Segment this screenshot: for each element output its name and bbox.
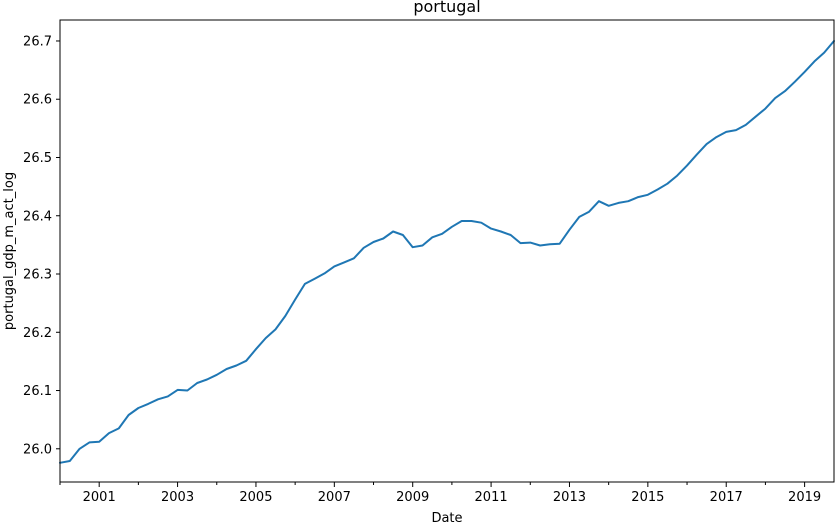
y-tick-label: 26.7 bbox=[23, 34, 52, 49]
x-tick-label: 2005 bbox=[239, 490, 272, 505]
x-axis-ticks: 2001 2003 2005 2007 2009 2011 2013 2015 2017 2019 bbox=[59, 482, 821, 505]
y-tick-label: 26.4 bbox=[23, 209, 52, 224]
x-tick-label: 2019 bbox=[788, 490, 821, 505]
plot-area-frame bbox=[59, 19, 835, 483]
series-line bbox=[59, 40, 835, 464]
x-tick-label: 2013 bbox=[553, 490, 586, 505]
y-tick-label: 26.5 bbox=[23, 151, 52, 166]
y-axis-ticks: 26.0 26.1 26.2 26.3 26.4 26.5 26.6 26.7 bbox=[23, 34, 60, 457]
x-tick-label: 2015 bbox=[631, 490, 664, 505]
x-tick-label: 2017 bbox=[710, 490, 743, 505]
y-tick-label: 26.3 bbox=[23, 268, 52, 283]
x-tick-label: 2009 bbox=[396, 490, 429, 505]
x-tick-label: 2011 bbox=[475, 490, 508, 505]
y-tick-label: 26.0 bbox=[23, 442, 52, 457]
y-axis-label: portugal_gdp_m_act_log bbox=[2, 172, 17, 330]
y-tick-label: 26.1 bbox=[23, 384, 52, 399]
y-tick-label: 26.2 bbox=[23, 326, 52, 341]
y-tick-label: 26.6 bbox=[23, 93, 52, 108]
x-tick-label: 2007 bbox=[318, 490, 351, 505]
x-axis-label: Date bbox=[431, 511, 462, 525]
x-tick-label: 2001 bbox=[83, 490, 116, 505]
x-tick-label: 2003 bbox=[161, 490, 194, 505]
chart-title: portugal bbox=[413, 0, 480, 16]
